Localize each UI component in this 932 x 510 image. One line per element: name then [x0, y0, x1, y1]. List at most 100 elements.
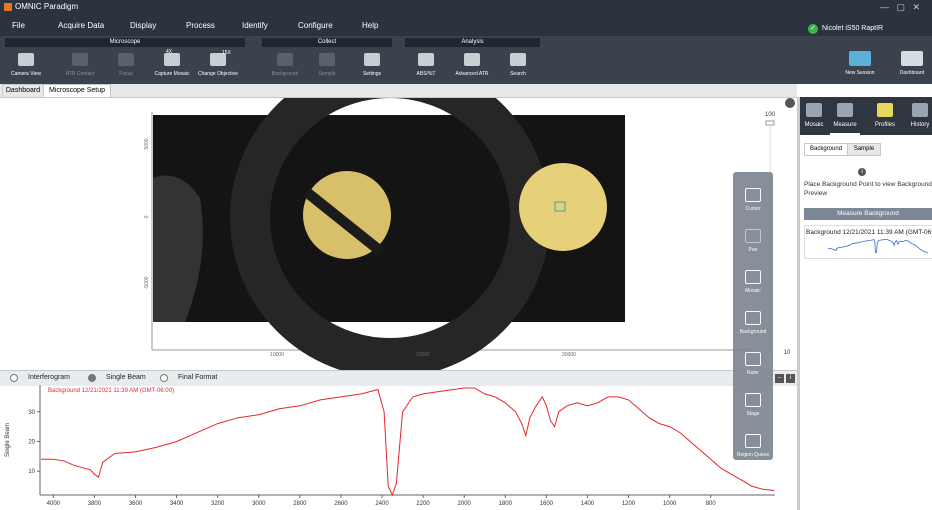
side-tab-icon[interactable] [877, 103, 893, 117]
radio-label[interactable]: Final Format [178, 374, 218, 381]
tool-icon[interactable] [745, 434, 761, 448]
dark-region [153, 175, 203, 322]
tool-icon[interactable] [745, 311, 761, 325]
y-tick-label: 5000 [144, 138, 150, 149]
tool-icon[interactable] [745, 188, 761, 202]
radio-label[interactable]: Single Beam [106, 374, 146, 381]
side-tab-label[interactable]: History [910, 122, 930, 128]
x-tick-label: 800 [706, 501, 717, 507]
tool-label[interactable]: Stage [746, 411, 760, 417]
radio[interactable] [10, 374, 18, 382]
button-icon[interactable] [364, 53, 380, 66]
group-header: Collect [262, 38, 392, 47]
header [0, 0, 932, 36]
side-tab-icon[interactable] [837, 103, 853, 117]
button-label[interactable]: Dashboard [899, 70, 925, 76]
button-icon[interactable] [510, 53, 526, 66]
side-tab-label[interactable]: Measure [833, 122, 857, 128]
slider-thumb [765, 120, 775, 126]
menu-item[interactable]: Identify [242, 21, 268, 30]
radio[interactable] [160, 374, 168, 382]
panel-button[interactable]: – [775, 374, 784, 383]
tab[interactable]: Dashboard [2, 84, 44, 97]
menu-item[interactable]: Process [186, 21, 215, 30]
menu-item[interactable]: Help [362, 21, 379, 30]
side-panel: Mosaic Measure Profiles History Background Sa… [800, 97, 932, 510]
button-label[interactable]: Capture Mosaic [154, 71, 190, 77]
tool-label[interactable]: Ruler [747, 370, 759, 376]
menu-item[interactable]: Acquire Data [58, 21, 105, 30]
tab[interactable]: Microscope Setup [43, 84, 111, 97]
tool-label[interactable]: Background [739, 329, 767, 335]
y-tick-label: 0 [144, 215, 150, 218]
menu-item[interactable]: Configure [298, 21, 333, 30]
button-label[interactable]: Search [510, 71, 526, 77]
status-icon: ✓ [808, 24, 818, 34]
tool-icon[interactable] [745, 393, 761, 407]
button-icon[interactable] [210, 53, 226, 66]
menu-item[interactable]: Display [130, 21, 157, 30]
app-icon [4, 3, 12, 11]
item-title: Background 12/21/2021 11:39 AM (GMT-06:0… [806, 229, 932, 236]
button-label[interactable]: Change Objective [198, 71, 238, 77]
spectrum-view: 4000 3800 3600 3400 3200 3000 2800 2600 2400 2200… [5, 385, 775, 507]
button-icon[interactable] [464, 53, 480, 66]
measure-button[interactable]: Measure Background [804, 208, 932, 220]
x-tick-label: 2000 [458, 501, 472, 507]
menu-item[interactable]: File [12, 21, 25, 30]
radio-label[interactable]: Interferogram [28, 374, 71, 381]
button-icon[interactable] [164, 53, 180, 66]
sample-shadow [303, 188, 385, 256]
button-icon[interactable] [418, 53, 434, 66]
tab-bar: Dashboard Microscope Setup [0, 84, 797, 98]
side-tab-label[interactable]: Profiles [874, 122, 895, 128]
x-tick-label: 3800 [88, 501, 102, 507]
x-tick-label: 1200 [622, 501, 636, 507]
item-preview [828, 239, 928, 254]
tool-icon[interactable] [745, 270, 761, 284]
side-tabbar [800, 97, 932, 135]
panel-button[interactable]: i [786, 374, 795, 383]
button-icon[interactable] [849, 51, 871, 66]
button-label[interactable]: Camera View [11, 71, 41, 77]
window-controls[interactable]: — ▢ ✕ [880, 2, 921, 12]
active-indicator [830, 133, 860, 135]
side-tab-icon[interactable] [806, 103, 822, 117]
group-header: Analysis [405, 38, 540, 47]
x-tick-label: 4000 [47, 501, 61, 507]
button-label[interactable]: Advanced ATR [455, 71, 489, 77]
radio[interactable] [88, 374, 96, 382]
splitter[interactable] [797, 97, 800, 510]
tool-icon[interactable] [745, 229, 761, 243]
tool-label[interactable]: Cursor [745, 206, 761, 212]
button-label: ATR Contact [65, 71, 95, 77]
tool-icon[interactable] [745, 352, 761, 366]
x-tick-label: 3600 [129, 501, 143, 507]
tool-label[interactable]: Pan [748, 247, 758, 253]
y-tick-label: 10 [28, 469, 35, 475]
subtab[interactable]: Sample [847, 143, 881, 156]
button-label[interactable]: New Session [845, 70, 875, 76]
instrument-name: Nicolet iS50 RaptIR [822, 25, 884, 32]
button-icon[interactable] [901, 51, 923, 66]
app-title: OMNIC Paradigm [15, 2, 79, 11]
subtab[interactable]: Background [804, 143, 848, 156]
item-card [804, 225, 932, 259]
scale-bar-label: 5 mm [541, 329, 556, 335]
button-icon[interactable] [18, 53, 34, 66]
button-label[interactable]: Settings [362, 71, 382, 77]
button-label: Sample [318, 71, 336, 77]
button-label[interactable]: ABS/%T [416, 71, 436, 77]
mode-bar: Interferogram Single Beam Final Format – i [0, 370, 797, 386]
tool-label[interactable]: Mosaic [745, 288, 761, 294]
sample-well [519, 163, 607, 251]
collapse-button [785, 98, 795, 108]
side-tab-icon[interactable] [912, 103, 928, 117]
side-tab-label[interactable]: Mosaic [804, 122, 824, 128]
tool-label[interactable]: Region Queue [736, 452, 770, 458]
button-icon [277, 53, 293, 66]
x-tick-label: 2800 [293, 501, 307, 507]
x-tick-label: 1800 [499, 501, 513, 507]
info-text: Place Background Point to view Backgroun… [804, 181, 932, 197]
